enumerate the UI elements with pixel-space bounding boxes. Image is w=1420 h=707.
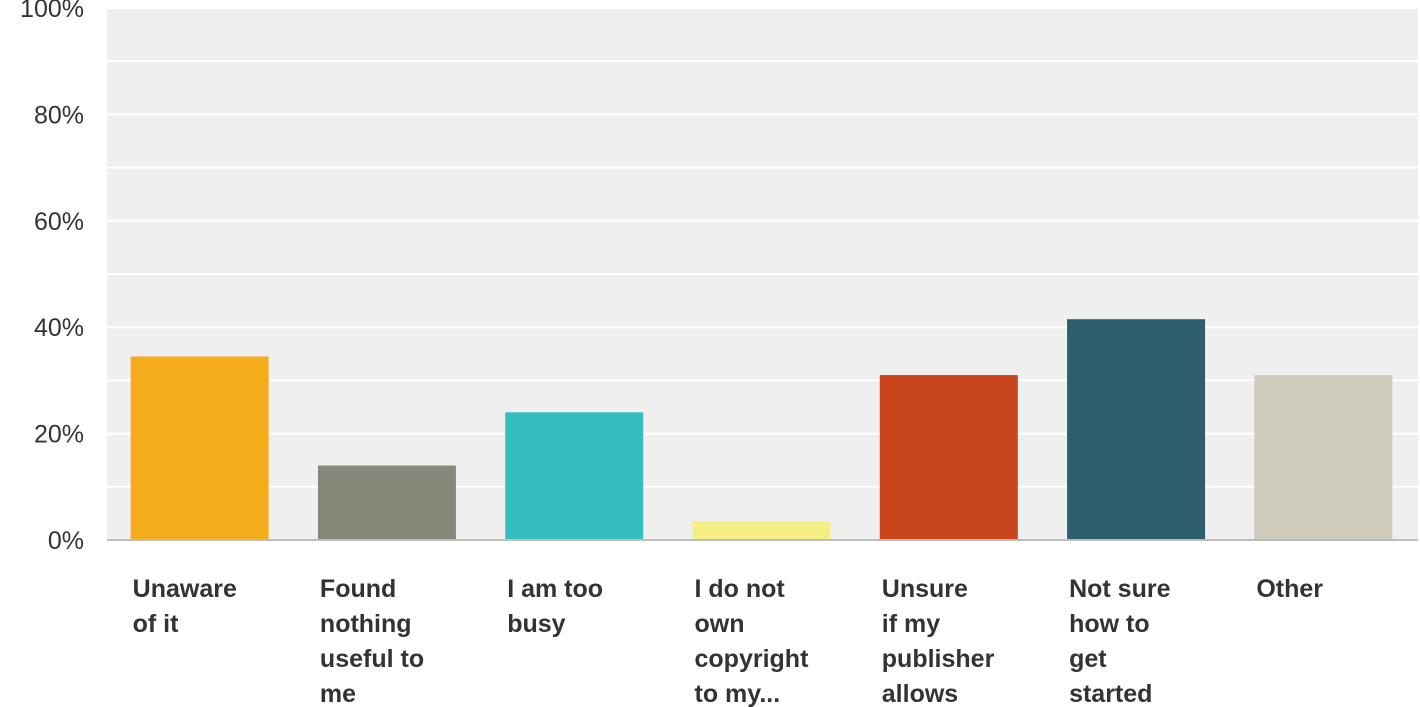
y-axis-ticks: 0% 20% 40% 60% 80% 100% [20, 0, 84, 555]
y-tick-label: 100% [20, 0, 84, 23]
y-tick-label: 60% [34, 208, 84, 236]
x-axis-labels: Unaware of it Found nothing useful to me I am … [133, 575, 1324, 707]
bars-group [130, 319, 1393, 540]
x-tick-label: Unaware of it [133, 575, 237, 638]
bar [1067, 319, 1206, 540]
x-tick-label: Unsure if my publisher allows [882, 575, 995, 707]
x-tick-label: I do not own copyright to my... [695, 575, 810, 707]
y-tick-label: 80% [34, 101, 84, 129]
gridlines [107, 7, 1418, 488]
bar [879, 375, 1018, 540]
y-tick-label: 40% [34, 314, 84, 342]
bar [692, 521, 831, 540]
bar [1254, 375, 1393, 540]
bar [505, 412, 644, 540]
bar [317, 465, 456, 540]
x-tick-label: Other [1256, 575, 1323, 603]
y-tick-label: 0% [48, 527, 84, 555]
x-tick-label: Not sure how to get started [1069, 575, 1171, 707]
x-tick-label: I am too busy [507, 575, 603, 638]
bar [130, 356, 269, 540]
x-tick-label: Found nothing useful to me [320, 575, 424, 707]
y-tick-label: 20% [34, 421, 84, 449]
